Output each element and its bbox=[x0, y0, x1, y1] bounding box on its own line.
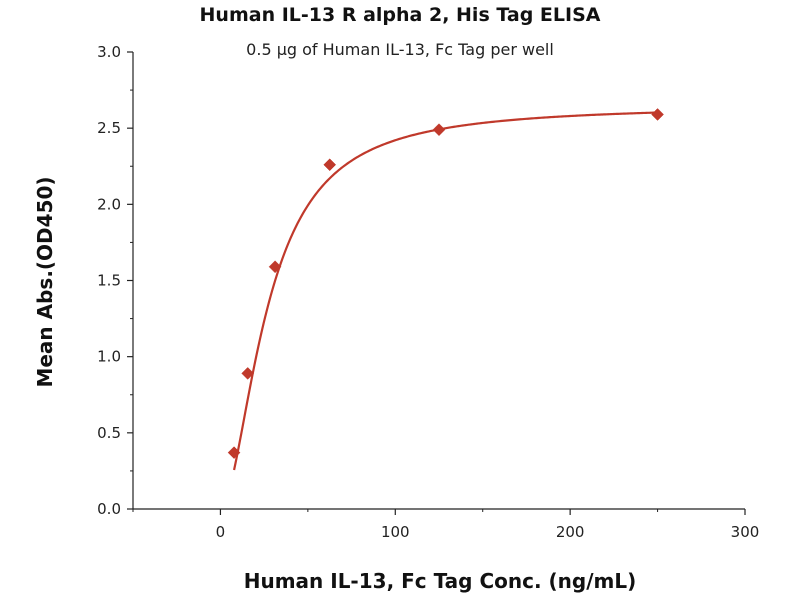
y-tick-label: 1.5 bbox=[97, 272, 121, 290]
x-tick-label: 200 bbox=[556, 523, 585, 541]
data-point bbox=[432, 123, 446, 137]
y-tick-label: 2.0 bbox=[97, 195, 121, 213]
x-tick-label: 0 bbox=[216, 523, 226, 541]
y-tick-label: 0.5 bbox=[97, 424, 121, 442]
chart-title: Human IL-13 R alpha 2, His Tag ELISA bbox=[199, 4, 601, 26]
x-axis-label: Human IL-13, Fc Tag Conc. (ng/mL) bbox=[244, 569, 637, 593]
data-point bbox=[651, 108, 664, 121]
fit-curve bbox=[232, 111, 658, 471]
fit-curve-group bbox=[232, 111, 658, 471]
y-tick-label: 3.0 bbox=[97, 43, 121, 61]
y-tick-label: 0.0 bbox=[97, 500, 121, 518]
y-tick-label: 1.0 bbox=[97, 348, 121, 366]
y-axis-label: Mean Abs.(OD450) bbox=[33, 176, 57, 387]
x-tick-label: 300 bbox=[731, 523, 760, 541]
chart-subtitle: 0.5 µg of Human IL-13, Fc Tag per well bbox=[246, 40, 554, 59]
data-point bbox=[227, 446, 241, 459]
data-point bbox=[323, 158, 337, 172]
data-points bbox=[227, 108, 664, 459]
x-tick-label: 100 bbox=[381, 523, 410, 541]
data-point bbox=[268, 260, 282, 274]
y-tick-label: 2.5 bbox=[97, 119, 121, 137]
data-point bbox=[241, 367, 255, 380]
axes: 0.0 0.5 1.0 1.5 2.0 2.5 3.0 0 100 200 300 bbox=[97, 43, 759, 541]
